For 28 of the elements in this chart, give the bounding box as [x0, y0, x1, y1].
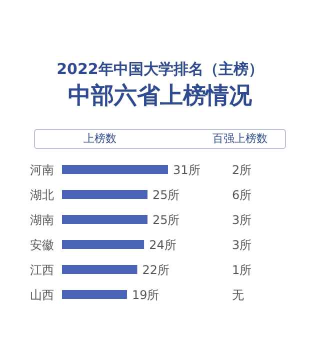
bar: [62, 215, 148, 224]
bar: [62, 265, 138, 274]
y-tick-label: 山西: [30, 288, 54, 302]
y-tick-label: 湖北: [30, 188, 54, 202]
data-label: 22所: [142, 262, 170, 277]
data-label: 19所: [132, 288, 160, 302]
y-tick-label: 安徽: [30, 238, 54, 252]
bar: [62, 190, 148, 199]
text: 6所: [232, 187, 252, 204]
chart-subtitle: 中部六省上榜情况: [67, 82, 253, 111]
data-label: 24所: [149, 238, 176, 252]
bar: [62, 240, 144, 249]
y-tick-label: 河南: [30, 162, 54, 177]
chart-title: 2022年中国大学排名（主榜）: [56, 60, 264, 79]
text: 3所: [232, 212, 252, 229]
text: 百强上榜数: [212, 131, 268, 146]
y-tick-label: 江西: [30, 262, 54, 277]
text: 无: [232, 287, 244, 304]
text: 上榜数: [82, 131, 118, 146]
text: 3所: [232, 237, 252, 254]
text: 2所: [232, 162, 252, 179]
text: 1所: [232, 262, 252, 279]
y-tick-label: 湖南: [30, 212, 54, 227]
bar: [62, 165, 168, 174]
data-label: 25所: [152, 212, 180, 227]
data-label: 25所: [152, 188, 180, 202]
bar: [62, 290, 127, 299]
data-label: 31所: [173, 162, 200, 177]
